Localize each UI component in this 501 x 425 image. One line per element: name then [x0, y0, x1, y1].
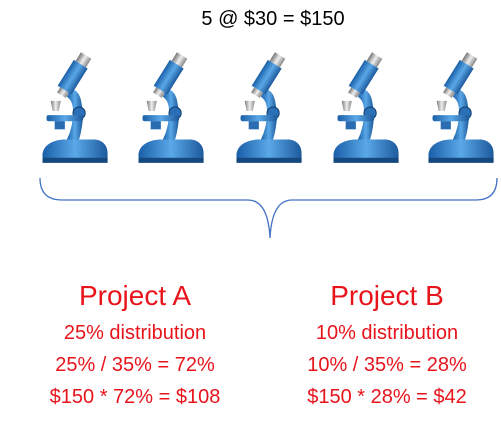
microscope-icon	[43, 51, 108, 163]
brace	[40, 178, 497, 238]
project-line: $150 * 72% = $108	[50, 386, 221, 408]
microscope-icon	[429, 51, 494, 163]
microscope-icon	[237, 51, 302, 163]
microscope-icon	[139, 51, 204, 163]
project-line: 25% / 35% = 72%	[55, 354, 215, 376]
project-line: 10% / 35% = 28%	[307, 354, 467, 376]
project-name: Project B	[330, 280, 444, 311]
diagram: 5 @ $30 = $150 Project A 25% distributio…	[0, 0, 501, 420]
project-line: $150 * 28% = $42	[307, 386, 467, 408]
project-line: 10% distribution	[316, 322, 458, 344]
project-name: Project A	[79, 280, 191, 311]
project-line: 25% distribution	[64, 322, 206, 344]
microscope-icon	[334, 51, 399, 163]
title: 5 @ $30 = $150	[201, 8, 344, 30]
